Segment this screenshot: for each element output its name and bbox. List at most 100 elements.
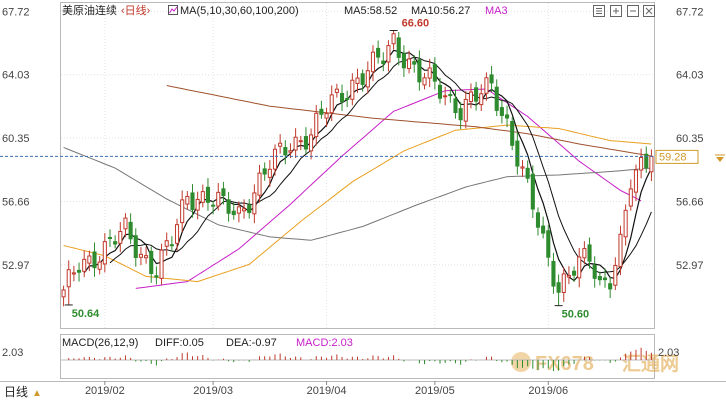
candle-body — [633, 169, 638, 193]
candle-body — [159, 249, 164, 279]
candle-body — [267, 168, 272, 178]
candle-body — [82, 258, 87, 272]
candle-body — [355, 77, 360, 84]
candle-body — [582, 248, 587, 259]
macd-axis-right: 2.03 — [658, 347, 679, 359]
candle-body — [314, 112, 319, 138]
ma-line-ma100 — [63, 146, 652, 241]
macd-params: MACD(26,12,9) — [62, 337, 138, 349]
period-button[interactable]: 日线 ▲ — [4, 385, 42, 399]
candle-body — [479, 93, 484, 106]
period-button-arrow[interactable]: ▲ — [32, 388, 42, 399]
watermark: FX678 汇通网 — [511, 352, 679, 375]
candle-body — [113, 241, 118, 245]
candle-body — [644, 153, 649, 169]
candle-body — [510, 121, 515, 146]
zoom-out-icon[interactable] — [627, 5, 639, 17]
x-tick-label: 2019/06 — [528, 385, 568, 397]
y-tick-label-right: 60.35 — [676, 133, 704, 145]
candle-body — [221, 188, 226, 197]
candle-body — [407, 58, 412, 69]
candle-body — [154, 275, 159, 278]
candle-body — [278, 142, 283, 147]
candle-body — [396, 37, 401, 58]
candle-body — [102, 241, 107, 265]
candle-body — [458, 108, 463, 121]
candle-body — [577, 256, 582, 279]
candle-body — [174, 224, 180, 244]
candle-body — [381, 60, 386, 65]
candle-body — [427, 67, 432, 79]
close-icon[interactable] — [643, 5, 655, 17]
axis-labels: 67.72 67.72 64.03 64.03 60.35 60.35 56.66 56.66… — [2, 6, 704, 397]
candle-body — [448, 94, 453, 97]
candle-body — [288, 150, 293, 153]
current-price-label: 59.28 — [659, 151, 687, 163]
period-label[interactable]: ‹日线› — [121, 3, 151, 17]
candle-body — [391, 33, 396, 45]
low-annotation: 50.64 — [72, 308, 100, 320]
candle-body — [561, 273, 566, 293]
price-marker-icon — [715, 154, 725, 162]
ma-line-ma10 — [109, 56, 652, 274]
y-tick-label-left: 52.97 — [2, 260, 30, 272]
candle-body — [118, 230, 123, 244]
candle-body — [144, 255, 149, 259]
watermark-text: FX678 — [535, 353, 594, 375]
macd-value: MACD:2.03 — [296, 337, 353, 349]
y-tick-label-left: 67.72 — [2, 6, 30, 18]
candle-body — [97, 261, 102, 270]
candle-body — [339, 92, 345, 103]
candle-body — [298, 140, 303, 143]
macd-diff: DIFF:0.05 — [155, 337, 204, 349]
candle-body — [551, 260, 556, 287]
candle-body — [123, 217, 128, 230]
x-tick-label: 2019/05 — [415, 385, 455, 397]
y-tick-label-left: 56.66 — [2, 196, 30, 208]
candle-body — [190, 192, 195, 211]
candle-body — [602, 277, 608, 281]
candle-body — [309, 134, 314, 152]
candle-body — [386, 45, 391, 63]
candle-body — [71, 272, 76, 275]
y-tick-label-right: 67.72 — [676, 6, 704, 18]
candle-body — [592, 264, 597, 279]
current-price-box — [655, 149, 699, 164]
candle-body — [520, 166, 525, 169]
candle-body — [376, 47, 381, 58]
candle-body — [587, 244, 592, 262]
candle-body — [463, 98, 468, 122]
high-annotation: 66.60 — [402, 18, 430, 30]
candle-body — [623, 209, 628, 238]
candle-body — [149, 250, 154, 274]
zoom-in-icon[interactable] — [610, 5, 622, 17]
y-tick-label-right: 56.66 — [676, 196, 704, 208]
candle-body — [272, 148, 278, 170]
candle-body — [180, 199, 185, 224]
period-button-label[interactable]: 日线 — [4, 385, 28, 399]
candle-body — [128, 221, 133, 240]
candle-body — [247, 204, 252, 214]
instrument-title: 美原油连续 — [62, 3, 117, 17]
candle-body — [350, 79, 355, 100]
candle-body — [303, 136, 308, 150]
config-icon[interactable] — [593, 5, 605, 17]
price-panel-frame — [60, 2, 655, 329]
candle-body — [556, 282, 561, 293]
candle-body — [628, 188, 633, 207]
candle-body — [200, 191, 205, 203]
candle-body — [293, 136, 298, 151]
candle-body — [365, 70, 370, 88]
candle-body — [572, 270, 577, 276]
candle-body — [613, 265, 618, 286]
candle-body — [535, 212, 541, 228]
candle-body — [252, 192, 257, 215]
candle-body — [474, 87, 479, 102]
candle-body — [597, 276, 602, 281]
x-tick-label: 2019/03 — [193, 385, 233, 397]
candle-body — [649, 155, 654, 173]
candle-body — [61, 289, 66, 298]
candle-body — [453, 98, 458, 114]
